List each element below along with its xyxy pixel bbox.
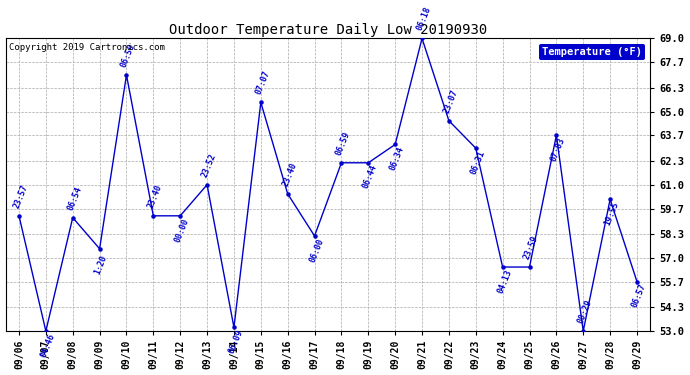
Text: 06:34: 06:34 — [388, 146, 406, 172]
Text: 04:46: 04:46 — [39, 332, 57, 358]
Point — [228, 324, 239, 330]
Point — [148, 213, 159, 219]
Text: 23:57: 23:57 — [12, 183, 30, 209]
Text: Copyright 2019 Cartronics.com: Copyright 2019 Cartronics.com — [9, 43, 165, 52]
Text: 23:59: 23:59 — [522, 234, 540, 261]
Point — [578, 328, 589, 334]
Point — [121, 72, 132, 78]
Point — [175, 213, 186, 219]
Text: 06:31: 06:31 — [469, 149, 486, 176]
Text: 23:40: 23:40 — [281, 161, 298, 188]
Point — [471, 145, 482, 151]
Point — [363, 160, 374, 166]
Point — [417, 35, 428, 41]
Point — [524, 264, 535, 270]
Point — [336, 160, 347, 166]
Point — [40, 328, 51, 334]
Point — [551, 132, 562, 138]
Point — [94, 246, 105, 252]
Text: 06:57: 06:57 — [630, 282, 648, 309]
Text: 06:59: 06:59 — [119, 42, 137, 69]
Text: 00:29: 00:29 — [576, 298, 594, 325]
Text: 06:18: 06:18 — [415, 6, 433, 32]
Text: 06:00: 06:00 — [308, 237, 325, 263]
Text: 06:54: 06:54 — [66, 185, 83, 211]
Text: 23:40: 23:40 — [146, 183, 164, 209]
Point — [444, 118, 455, 124]
Point — [14, 213, 25, 219]
Text: 06:09: 06:09 — [227, 328, 245, 355]
Text: 23:07: 23:07 — [442, 88, 460, 114]
Text: 07:07: 07:07 — [254, 69, 272, 96]
Point — [390, 141, 401, 147]
Text: 06:59: 06:59 — [335, 130, 352, 156]
Legend: Temperature (°F): Temperature (°F) — [539, 44, 645, 60]
Text: 06:44: 06:44 — [362, 164, 379, 190]
Text: 04:13: 04:13 — [495, 268, 513, 294]
Point — [67, 214, 78, 220]
Text: 07:03: 07:03 — [549, 136, 567, 163]
Title: Outdoor Temperature Daily Low 20190930: Outdoor Temperature Daily Low 20190930 — [169, 23, 487, 37]
Point — [201, 182, 213, 188]
Point — [631, 279, 642, 285]
Text: 1:20: 1:20 — [92, 254, 108, 276]
Text: 00:00: 00:00 — [173, 217, 191, 243]
Point — [604, 196, 615, 202]
Point — [255, 99, 266, 105]
Point — [309, 233, 320, 239]
Text: 23:52: 23:52 — [200, 152, 218, 178]
Point — [282, 191, 293, 197]
Point — [497, 264, 508, 270]
Text: 19:55: 19:55 — [603, 200, 621, 227]
